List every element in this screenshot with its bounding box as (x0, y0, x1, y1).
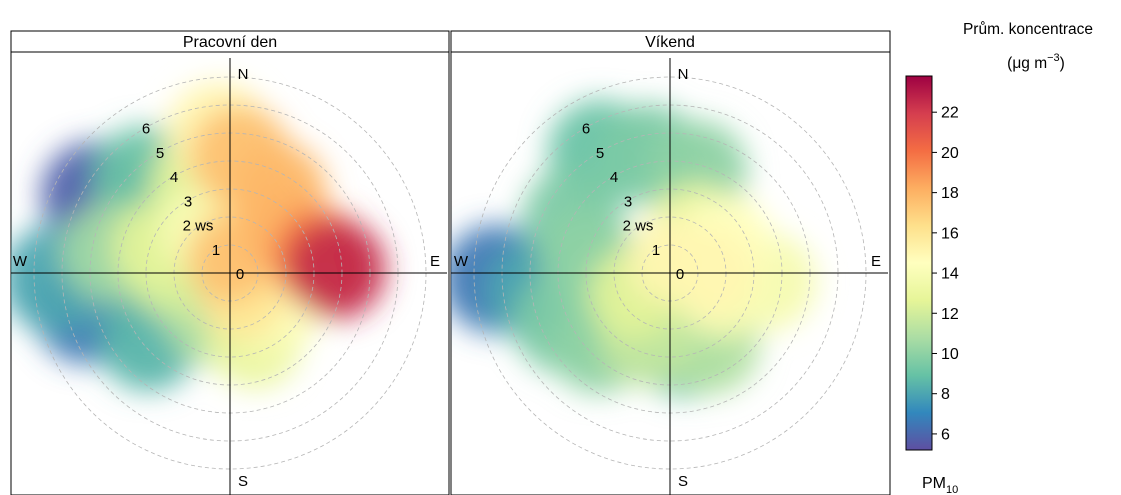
radial-label: 3 (624, 193, 632, 210)
legend-tick-label: 8 (941, 386, 950, 403)
radial-label: 1 (652, 242, 660, 259)
surface-cell (286, 219, 386, 319)
radial-label: 5 (596, 145, 604, 162)
compass-w: W (454, 253, 469, 270)
radial-label: 2 ws (623, 218, 654, 235)
radial-label: 4 (170, 169, 178, 186)
legend-tick-label: 22 (941, 105, 959, 122)
legend-tick-label: 12 (941, 306, 959, 323)
radial-label: 1 (212, 242, 220, 259)
legend-unit: (μg m−3) (1007, 52, 1065, 72)
center-label: 0 (236, 266, 244, 283)
compass-s: S (678, 473, 688, 490)
panel-weekday-blobs (11, 81, 386, 391)
radial-label: 3 (184, 193, 192, 210)
compass-e: E (871, 253, 881, 270)
panel-weekend-surface (451, 99, 817, 398)
radial-label: 2 ws (183, 218, 214, 235)
panel-weekend-title: Víkend (645, 34, 695, 51)
radial-label: 5 (156, 145, 164, 162)
legend-unit-prefix: (μg m (1007, 55, 1047, 72)
panel-weekend-blobs (451, 99, 817, 398)
radial-label: 6 (582, 121, 590, 138)
legend-title: Prům. koncentrace (963, 21, 1093, 38)
legend-tick-label: 6 (941, 426, 950, 443)
radial-label: 6 (142, 121, 150, 138)
panel-weekday-surface (11, 81, 386, 391)
legend-tick-label: 14 (941, 266, 959, 283)
legend-tick-label: 20 (941, 145, 959, 162)
compass-n: N (238, 66, 249, 83)
legend-tick-label: 16 (941, 225, 959, 242)
compass-n: N (678, 66, 689, 83)
compass-e: E (430, 253, 440, 270)
center-label: 0 (676, 266, 684, 283)
compass-w: W (13, 253, 28, 270)
legend-ticks: 6 8 10 12 14 16 18 20 22 (932, 105, 959, 443)
legend-tick-label: 10 (941, 346, 959, 363)
legend-pollutant-main: PM (922, 475, 946, 492)
legend-tick-label: 18 (941, 185, 959, 202)
legend-unit-sup: −3 (1047, 52, 1060, 64)
legend-unit-suffix: ) (1060, 55, 1065, 72)
panel-weekday-title: Pracovní den (183, 34, 277, 51)
legend-colorbar (905, 75, 933, 451)
compass-s: S (238, 473, 248, 490)
legend-pollutant-sub: 10 (946, 484, 958, 495)
color-legend: Prům. koncentrace (μg m−3) 6 8 10 12 14 16 18 2… (905, 21, 1093, 495)
radial-label: 4 (610, 169, 618, 186)
legend-pollutant: PM10 (922, 475, 958, 495)
